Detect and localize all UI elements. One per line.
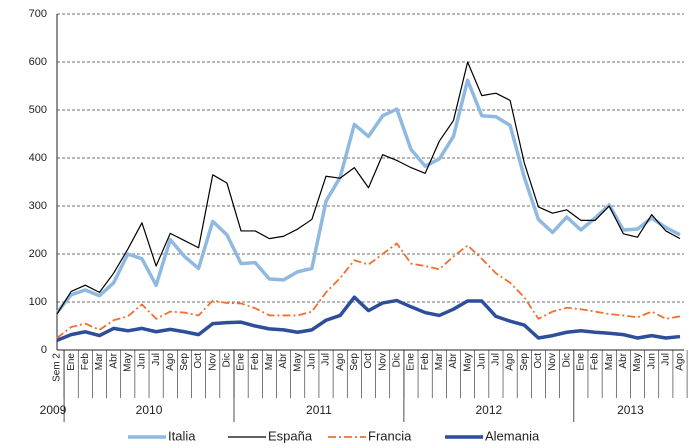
x-tick-label: Jun [137,353,148,369]
x-tick-label: Nov [207,353,218,371]
year-label: 2012 [476,403,503,417]
x-tick-label: Dic [561,353,572,367]
x-tick-label: Feb [420,353,431,371]
x-tick-label: Mar [434,352,445,370]
legend-label: España [268,428,313,443]
legend-label: Italia [168,428,196,443]
x-tick-label: Ago [675,353,686,371]
legend-label: Francia [368,428,412,443]
x-tick-label: May [632,353,643,372]
series-line [56,242,681,339]
year-label: 2009 [40,403,67,417]
x-tick-label: Jul [491,353,502,366]
x-tick-label: Jun [476,353,487,369]
x-tick-label: May [462,353,473,372]
y-tick-label: 300 [29,200,47,212]
x-tick-label: Dic [391,353,402,367]
x-tick-label: Mar [264,352,275,370]
x-tick-label: Dic [222,353,233,367]
x-tick-label: Ago [505,353,516,371]
y-tick-label: 200 [29,248,47,260]
y-tick-label: 700 [29,8,47,20]
x-tick-label: Jul [151,353,162,366]
x-tick-label: Ene [66,353,77,371]
series-line [56,61,681,315]
x-tick-label: Ago [165,353,176,371]
x-tick-label: Sep [179,353,190,371]
y-tick-label: 600 [29,56,47,68]
x-tick-label: Ago [335,353,346,371]
x-tick-label: Abr [618,352,629,368]
x-tick-label: Oct [533,353,544,369]
x-tick-label: Jul [660,353,671,366]
x-tick-label: Abr [108,352,119,368]
x-tick-label: Sep [519,353,530,371]
year-label: 2010 [136,403,163,417]
x-tick-label: Oct [193,353,204,369]
legend-label: Alemania [485,428,540,443]
x-tick-label: Jun [646,353,657,369]
x-tick-label: Feb [590,353,601,371]
y-tick-label: 400 [29,152,47,164]
x-tick-label: Sem 2 [52,353,63,382]
x-tick-label: Oct [363,353,374,369]
x-tick-label: May [122,353,133,372]
x-tick-label: Jul [321,353,332,366]
x-tick-label: Mar [94,352,105,370]
x-tick-label: Abr [278,352,289,368]
year-label: 2011 [306,403,332,417]
x-tick-label: Ene [236,353,247,371]
x-tick-label: Feb [80,353,91,371]
x-tick-label: Sep [349,353,360,371]
year-label: 2013 [617,403,644,417]
x-tick-label: Feb [250,353,261,371]
x-tick-label: Ene [406,353,417,371]
x-tick-label: Nov [377,353,388,371]
x-tick-label: Jun [307,353,318,369]
x-tick-label: May [292,353,303,372]
y-tick-label: 0 [41,344,47,356]
x-tick-label: Abr [448,352,459,368]
x-tick-label: Nov [547,353,558,371]
y-tick-label: 100 [29,296,47,308]
series-line [56,295,681,343]
y-tick-label: 500 [29,104,47,116]
series-line [55,78,681,314]
x-tick-label: Mar [604,352,615,370]
x-tick-label: Ene [576,353,587,371]
